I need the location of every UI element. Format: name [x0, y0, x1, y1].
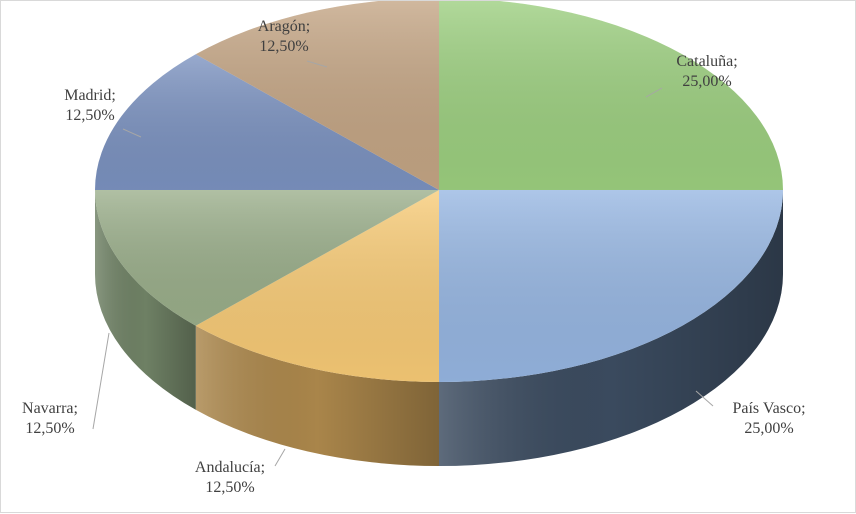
pie-slice-gloss-andalucia	[195, 190, 439, 382]
leader-line-andalucia	[274, 448, 286, 467]
pie-side-shade-pais-vasco	[439, 190, 783, 466]
data-label-cataluna: Cataluña; 25,00%	[676, 53, 737, 90]
pie-side-shade-andalucia	[195, 325, 439, 466]
data-label-pais-vasco: País Vasco; 25,00%	[732, 400, 805, 437]
data-label-aragon: Aragón; 12,50%	[258, 18, 310, 55]
leader-line-navarra	[92, 332, 110, 430]
data-label-madrid: Madrid; 12,50%	[64, 87, 116, 124]
pie-slice-gloss-madrid	[95, 54, 439, 190]
leader-line-pais-vasco	[695, 390, 714, 407]
leader-line-madrid	[122, 128, 142, 138]
leader-line-cataluna	[645, 87, 663, 98]
leader-line-aragon	[306, 60, 328, 68]
pie-side-shade-navarra	[95, 190, 196, 410]
pie-slice-gloss-navarra	[95, 190, 439, 326]
data-label-navarra: Navarra; 12,50%	[22, 400, 78, 437]
pie-slice-gloss-aragon	[195, 1, 439, 190]
pie-slice-gloss-cataluna	[439, 1, 783, 190]
data-label-andalucia: Andalucía; 12,50%	[195, 459, 265, 496]
pie-slice-gloss-pais-vasco	[439, 190, 783, 382]
